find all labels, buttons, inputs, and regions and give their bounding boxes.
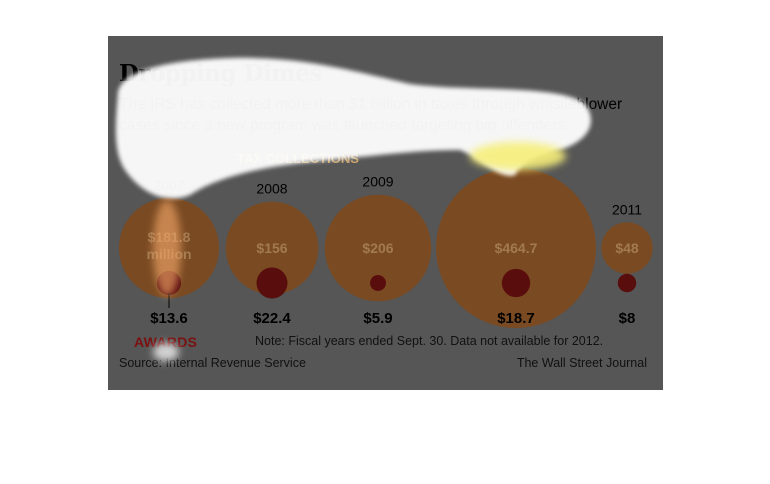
chart-panel: Dropping Dimes The IRS has collected mor… [108, 36, 663, 390]
collection-value-2011: $48 [615, 240, 639, 256]
collection-bubble-2011 [601, 222, 653, 274]
collection-bubble-2009 [324, 194, 432, 302]
award-bubble-2011 [617, 273, 637, 293]
year-label-2009: 2009 [362, 174, 393, 190]
chart-credit: The Wall Street Journal [516, 356, 647, 370]
collection-value-2008: $156 [256, 240, 287, 256]
collection-value-2010: $464.7 [495, 240, 538, 256]
collection-value-unit-2007: million [146, 246, 191, 262]
year-label-2008: 2008 [256, 181, 287, 197]
award-value-2007: $13.6 [150, 310, 188, 327]
award-value-2011: $8 [619, 310, 636, 327]
award-value-2010: $18.7 [497, 310, 535, 327]
awards-legend-label: AWARDS [134, 334, 198, 350]
chart-source: Source: Internal Revenue Service [119, 356, 306, 370]
collection-value-2007: $181.8 [148, 229, 191, 245]
collection-bubble-2008 [225, 201, 319, 295]
award-value-2009: $5.9 [363, 310, 392, 327]
year-label-2007: 2007 [153, 177, 184, 193]
award-bubble-2010 [501, 268, 531, 298]
collection-bubble-2010 [436, 168, 596, 328]
award-bubble-2009 [370, 275, 386, 291]
collections-legend-label: TAX COLLECTIONS [237, 151, 359, 166]
collection-value-2009: $206 [362, 240, 393, 256]
award-bubble-2008 [256, 267, 288, 299]
award-bubble-2007 [156, 270, 182, 296]
award-value-2008: $22.4 [253, 310, 291, 327]
year-label-2011: 2011 [612, 201, 642, 217]
year-label-2010: 2010 [500, 147, 531, 163]
chart-note: Note: Fiscal years ended Sept. 30. Data … [255, 334, 604, 348]
